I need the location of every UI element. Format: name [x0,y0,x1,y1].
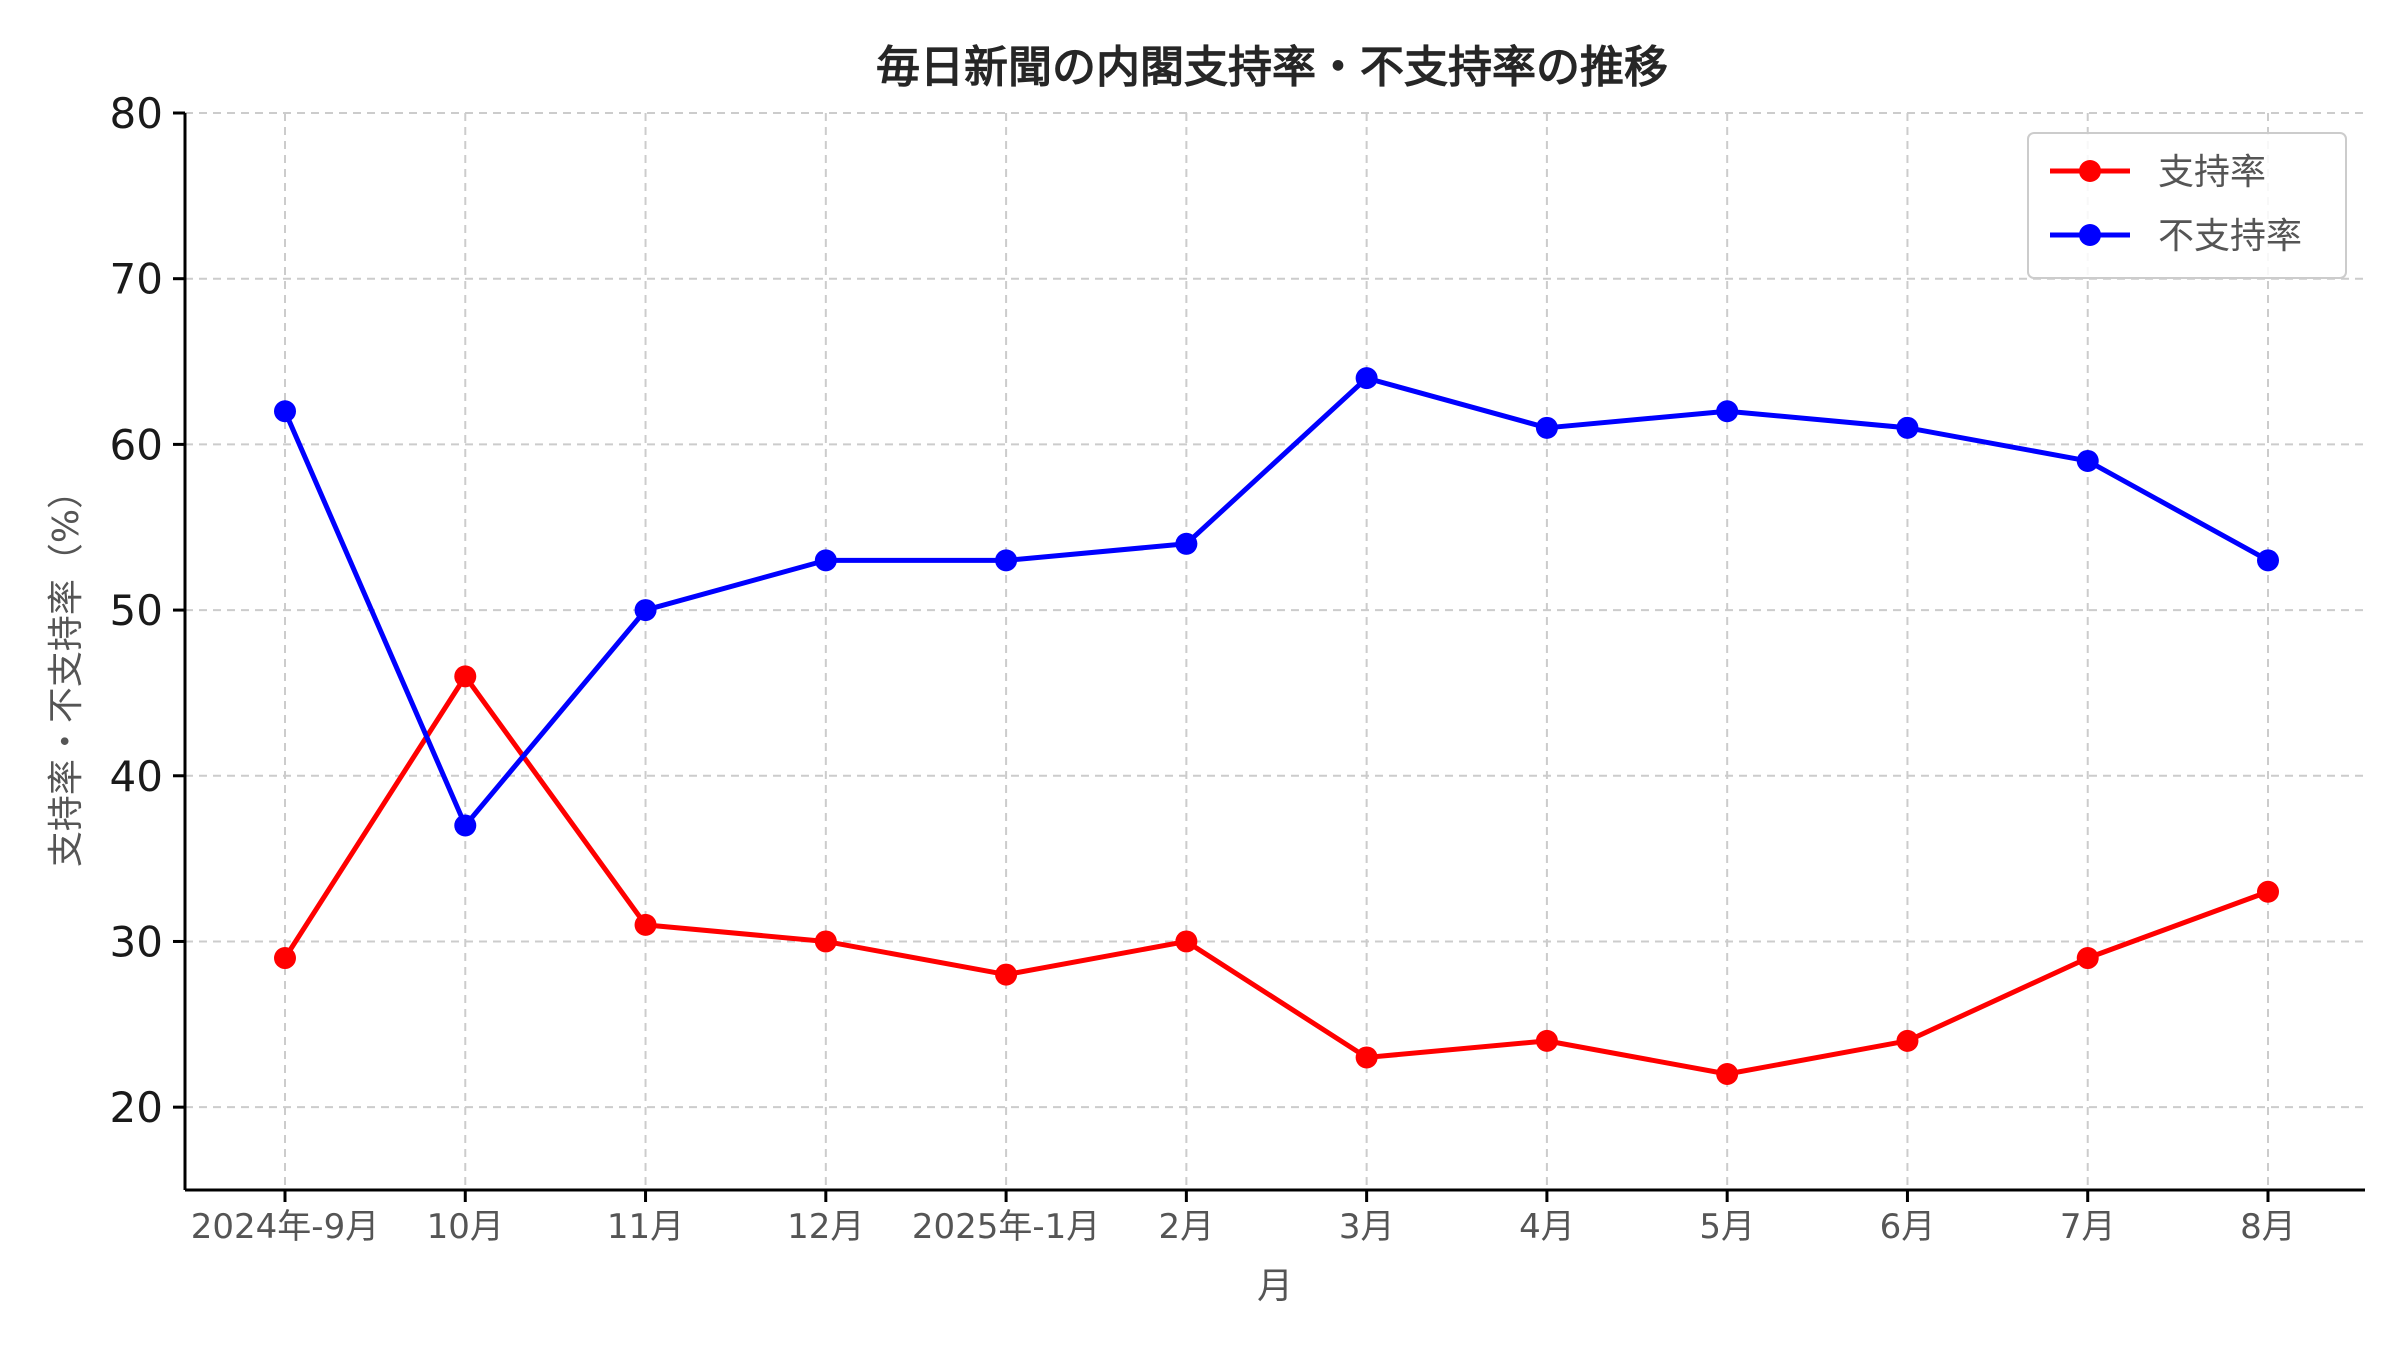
data-point [1175,930,1198,953]
data-point [1355,367,1378,390]
data-point [454,814,477,837]
legend-label: 不支持率 [2158,216,2302,257]
legend-label: 支持率 [2158,152,2266,193]
axes [183,113,2365,1192]
x-tick-label: 10月 [427,1207,504,1247]
legend-marker [2079,160,2101,182]
data-point [995,549,1018,572]
data-point [2076,449,2099,472]
x-tick-label: 6月 [1880,1207,1936,1247]
data-point [1535,416,1558,439]
data-point [1716,1063,1739,1086]
data-point [1896,416,1919,439]
x-tick-label: 4月 [1519,1207,1575,1247]
data-point [1896,1029,1919,1052]
y-axis-label: 支持率・不支持率（%） [46,473,87,867]
data-point [995,963,1018,986]
data-point [634,913,657,936]
data-point [1535,1029,1558,1052]
data-point [274,947,296,970]
data-point [2257,549,2279,572]
data-point [634,599,657,622]
series-line-0 [282,673,2269,1077]
y-tick-label: 40 [110,752,163,801]
x-tick-label: 7月 [2060,1207,2116,1247]
y-tick-label: 30 [110,917,163,966]
data-point [1355,1046,1378,1069]
data-point [1716,400,1739,423]
tick-labels: 20 30 40 50 60 70 80 2024年-9月 10月 11月 12月 2025年-1月 2… [110,89,2296,1247]
data-point [814,930,837,953]
data-point [2076,947,2099,970]
data-point [2257,880,2279,903]
x-tick-label: 2月 [1159,1207,1215,1247]
x-tick-label: 8月 [2240,1207,2296,1247]
x-tick-label: 11月 [607,1207,684,1247]
x-tick-label: 2024年-9月 [191,1207,379,1247]
y-tick-label: 70 [110,255,163,304]
x-tick-label: 3月 [1339,1207,1395,1247]
series [274,367,2279,1086]
x-tick-label: 5月 [1699,1207,1755,1247]
x-tick-label: 2025年-1月 [912,1207,1100,1247]
data-point [814,549,837,572]
y-tick-label: 60 [110,420,163,469]
legend-marker [2079,224,2101,246]
data-point [274,400,296,423]
series-line-1 [282,375,2270,828]
data-point [1175,532,1198,555]
y-tick-label: 50 [110,586,163,635]
chart-title: 毎日新聞の内閣支持率・不支持率の推移 [876,42,1668,93]
x-tick-label: 12月 [787,1207,864,1247]
data-point [454,665,477,688]
y-tick-label: 80 [110,89,163,138]
y-tick-label: 20 [110,1083,163,1132]
grid [185,112,2365,1190]
x-axis-label: 月 [1257,1266,1293,1307]
